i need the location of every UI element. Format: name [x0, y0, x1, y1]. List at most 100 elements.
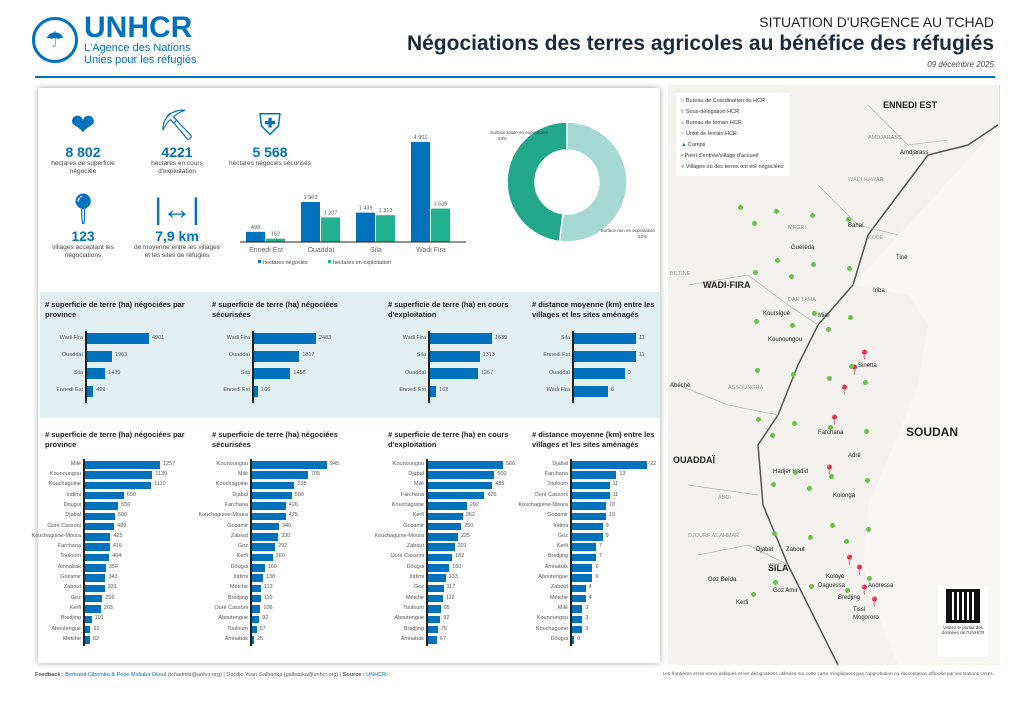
map-place-label[interactable]: Farchana [818, 430, 844, 436]
map-place-label[interactable]: Daguessa [818, 583, 846, 589]
village-marker-icon[interactable] [738, 205, 743, 210]
entry-point-marker-icon[interactable]: 📍︎ [823, 465, 836, 476]
map-place-label[interactable]: Bahaï [848, 223, 864, 229]
qr-block[interactable]: Visitez le portail des données de l'UNHC… [938, 585, 988, 657]
village-marker-icon[interactable] [829, 474, 834, 479]
village-marker-icon[interactable] [809, 584, 814, 589]
entry-point-marker-icon[interactable]: 📍︎ [838, 385, 851, 396]
village-marker-icon[interactable] [775, 258, 780, 263]
village-marker-icon[interactable] [844, 539, 849, 544]
chart-title: # superficie de terre (ha) négociées par… [45, 430, 185, 449]
village-marker-icon[interactable] [756, 417, 761, 422]
map-region-label[interactable]: SOUDAN [906, 425, 959, 439]
map-place-label[interactable]: Kerfi [736, 600, 749, 606]
map-subregion-label[interactable]: KIMITI [768, 563, 785, 569]
map-place-label[interactable]: Milé [818, 313, 830, 319]
map-place-label[interactable]: Goz Amir [773, 588, 798, 594]
entry-point-marker-icon[interactable]: 📍︎ [843, 555, 856, 566]
village-marker-icon[interactable] [849, 364, 854, 369]
map-place-label[interactable]: Koursigué [763, 311, 791, 317]
village-marker-icon[interactable] [845, 588, 850, 593]
map-place-label[interactable]: Zabout [786, 547, 805, 553]
village-marker-icon[interactable] [848, 315, 853, 320]
village-marker-icon[interactable] [812, 311, 817, 316]
village-marker-icon[interactable] [827, 376, 832, 381]
village-marker-icon[interactable] [770, 433, 775, 438]
column-value-label: 499 [251, 225, 260, 231]
map-place-label[interactable]: Tiné [896, 255, 908, 261]
village-marker-icon[interactable] [811, 262, 816, 267]
map-place-label[interactable]: Bredjing [838, 595, 861, 601]
entry-point-marker-icon[interactable]: 📍︎ [858, 350, 871, 361]
map-subregion-label[interactable]: MEGRI [788, 225, 807, 231]
village-marker-icon[interactable] [828, 425, 833, 430]
map-place-label[interactable]: Kolonga [833, 493, 856, 499]
map-subregion-label[interactable]: ASSOUNGHA [728, 385, 764, 391]
village-marker-icon[interactable] [792, 421, 797, 426]
village-marker-icon[interactable] [790, 323, 795, 328]
map-place-label[interactable]: Iriba [873, 288, 885, 294]
map-subregion-label[interactable]: BILTINE [670, 271, 691, 277]
map[interactable]: ○ Bureau de Coordination du HCR ○ Sous-dé… [668, 85, 1000, 665]
map-place-label[interactable]: Kounoungou [768, 337, 803, 343]
map-place-label[interactable]: Goz Beïda [708, 577, 737, 583]
village-marker-icon[interactable] [826, 327, 831, 332]
map-subregion-label[interactable]: DAR TAMA [788, 297, 816, 303]
map-place-label[interactable]: Koloye [826, 574, 845, 580]
village-marker-icon[interactable] [789, 274, 794, 279]
village-marker-icon[interactable] [808, 535, 813, 540]
entry-point-marker-icon[interactable]: 📍︎ [858, 585, 871, 596]
map-place-label[interactable]: Andressa [868, 583, 894, 589]
feedback-link[interactable]: Bertrand Cibembo & Pepe Maliaba Okoul [65, 672, 167, 678]
map-place-label[interactable]: Amdjarass [900, 150, 929, 156]
village-marker-icon[interactable] [773, 580, 778, 585]
village-marker-icon[interactable] [810, 213, 815, 218]
village-marker-icon[interactable] [774, 209, 779, 214]
bar [85, 512, 115, 520]
village-marker-icon[interactable] [791, 372, 796, 377]
village-marker-icon[interactable] [866, 527, 871, 532]
village-marker-icon[interactable] [865, 478, 870, 483]
map-subregion-label[interactable]: DJOURF AL AHMAR [688, 533, 740, 539]
map-subregion-label[interactable]: WADI HAWAR [848, 177, 884, 183]
map-region-label[interactable]: SILA [768, 563, 789, 573]
village-marker-icon[interactable] [772, 531, 777, 536]
map-place-label[interactable]: Tissi [853, 607, 866, 613]
village-marker-icon[interactable] [867, 576, 872, 581]
village-marker-icon[interactable] [847, 266, 852, 271]
map-place-label[interactable]: Sinetta [858, 363, 877, 369]
village-marker-icon[interactable] [864, 429, 869, 434]
entry-point-marker-icon[interactable]: 📍︎ [853, 565, 866, 576]
village-marker-icon[interactable] [807, 486, 812, 491]
village-marker-icon[interactable] [751, 592, 756, 597]
bar [430, 350, 480, 362]
map-place-label[interactable]: Djabal [756, 547, 774, 553]
map-region-label[interactable]: OUADDAÏ [673, 455, 715, 465]
map-place-label[interactable]: Guéréda [791, 245, 815, 251]
source-link[interactable]: UNHCR [366, 672, 387, 678]
village-marker-icon[interactable] [793, 470, 798, 475]
village-marker-icon[interactable] [846, 217, 851, 222]
village-marker-icon[interactable] [752, 221, 757, 226]
village-marker-icon[interactable] [863, 380, 868, 385]
map-place-label[interactable]: Abéché [670, 383, 691, 389]
map-subregion-label[interactable]: AMDJARASS [868, 135, 902, 141]
entry-point-marker-icon[interactable]: 📍︎ [848, 365, 861, 376]
qr-code-icon[interactable] [946, 589, 980, 623]
village-marker-icon[interactable] [771, 482, 776, 487]
map-region-label[interactable]: WADI-FIRA [703, 280, 751, 290]
map-place-label[interactable]: Adré [848, 453, 861, 459]
map-subregion-label[interactable]: ABDI [718, 495, 731, 501]
bar [252, 574, 263, 582]
entry-point-marker-icon[interactable]: 📍︎ [868, 597, 881, 608]
map-place-label[interactable]: Mogororo [853, 615, 879, 621]
village-marker-icon[interactable] [753, 270, 758, 275]
village-marker-icon[interactable] [755, 368, 760, 373]
map-region-label[interactable]: ENNEDI EST [883, 100, 938, 110]
bar-value-label: 162 [439, 387, 449, 393]
map-subregion-label[interactable]: KOBÉ [868, 235, 884, 241]
map-place-label[interactable]: Hadjer Hadid [773, 469, 809, 475]
village-marker-icon[interactable] [830, 523, 835, 528]
entry-point-marker-icon[interactable]: 📍︎ [828, 415, 841, 426]
village-marker-icon[interactable] [754, 319, 759, 324]
